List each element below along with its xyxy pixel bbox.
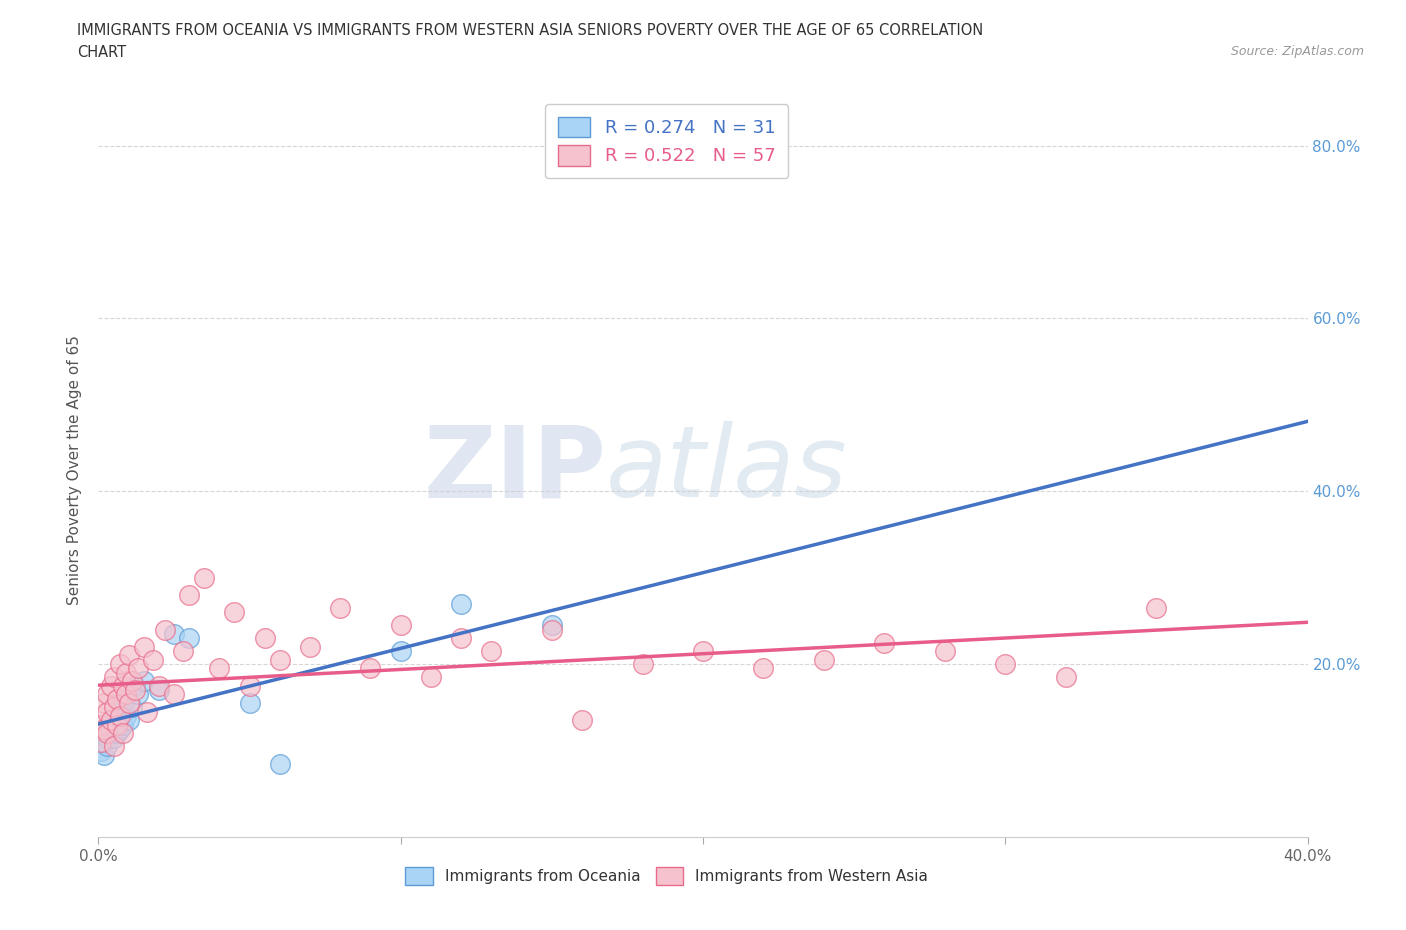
Point xyxy=(118,648,141,663)
Point xyxy=(208,661,231,676)
Point xyxy=(389,644,412,658)
Text: CHART: CHART xyxy=(77,45,127,60)
Point xyxy=(269,652,291,667)
Legend: Immigrants from Oceania, Immigrants from Western Asia: Immigrants from Oceania, Immigrants from… xyxy=(395,857,939,896)
Point xyxy=(111,678,134,693)
Point xyxy=(105,725,128,740)
Point xyxy=(90,717,112,732)
Point xyxy=(631,657,654,671)
Point xyxy=(994,657,1017,671)
Point xyxy=(1144,601,1167,616)
Point xyxy=(389,618,412,632)
Point xyxy=(813,652,835,667)
Point xyxy=(450,631,472,645)
Point xyxy=(127,661,149,676)
Point xyxy=(114,687,136,702)
Point xyxy=(142,652,165,667)
Point xyxy=(100,722,122,737)
Point xyxy=(121,700,143,715)
Point xyxy=(105,713,128,728)
Point xyxy=(114,709,136,724)
Point xyxy=(103,730,125,745)
Point xyxy=(269,756,291,771)
Point xyxy=(132,640,155,655)
Point xyxy=(224,604,246,619)
Text: atlas: atlas xyxy=(606,421,848,518)
Point xyxy=(111,725,134,740)
Point xyxy=(100,678,122,693)
Text: Source: ZipAtlas.com: Source: ZipAtlas.com xyxy=(1230,45,1364,58)
Point xyxy=(124,678,146,693)
Point xyxy=(124,683,146,698)
Point xyxy=(752,661,775,676)
Point xyxy=(239,696,262,711)
Point xyxy=(127,687,149,702)
Point xyxy=(96,738,118,753)
Point xyxy=(93,696,115,711)
Point xyxy=(108,704,131,719)
Point xyxy=(103,709,125,724)
Point xyxy=(118,696,141,711)
Point xyxy=(540,622,562,637)
Point xyxy=(420,670,443,684)
Point xyxy=(163,687,186,702)
Point xyxy=(90,735,112,750)
Point xyxy=(163,627,186,642)
Point xyxy=(360,661,382,676)
Point xyxy=(153,622,176,637)
Point xyxy=(114,691,136,706)
Point xyxy=(934,644,956,658)
Point xyxy=(111,717,134,732)
Point xyxy=(108,657,131,671)
Point xyxy=(103,700,125,715)
Point xyxy=(111,696,134,711)
Point xyxy=(103,717,125,732)
Point xyxy=(93,735,115,750)
Point xyxy=(108,709,131,724)
Point xyxy=(100,713,122,728)
Point xyxy=(121,674,143,689)
Point xyxy=(96,725,118,740)
Point xyxy=(96,704,118,719)
Point xyxy=(118,713,141,728)
Point xyxy=(571,713,593,728)
Point xyxy=(450,596,472,611)
Y-axis label: Seniors Poverty Over the Age of 65: Seniors Poverty Over the Age of 65 xyxy=(67,335,83,604)
Point xyxy=(873,635,896,650)
Point xyxy=(103,738,125,753)
Point xyxy=(132,674,155,689)
Point xyxy=(692,644,714,658)
Point xyxy=(105,691,128,706)
Point xyxy=(148,678,170,693)
Point xyxy=(172,644,194,658)
Point xyxy=(96,687,118,702)
Point xyxy=(481,644,503,658)
Point xyxy=(148,683,170,698)
Point xyxy=(540,618,562,632)
Point xyxy=(299,640,322,655)
Point xyxy=(105,717,128,732)
Point xyxy=(179,631,201,645)
Point xyxy=(93,722,115,737)
Point xyxy=(93,748,115,763)
Point xyxy=(100,725,122,740)
Point xyxy=(239,678,262,693)
Point xyxy=(108,722,131,737)
Point xyxy=(329,601,352,616)
Point xyxy=(135,704,157,719)
Point xyxy=(193,570,215,585)
Text: ZIP: ZIP xyxy=(423,421,606,518)
Point xyxy=(103,670,125,684)
Point xyxy=(114,665,136,680)
Point xyxy=(1054,670,1077,684)
Text: IMMIGRANTS FROM OCEANIA VS IMMIGRANTS FROM WESTERN ASIA SENIORS POVERTY OVER THE: IMMIGRANTS FROM OCEANIA VS IMMIGRANTS FR… xyxy=(77,23,984,38)
Point xyxy=(90,743,112,758)
Point xyxy=(96,730,118,745)
Point xyxy=(179,588,201,603)
Point xyxy=(253,631,276,645)
